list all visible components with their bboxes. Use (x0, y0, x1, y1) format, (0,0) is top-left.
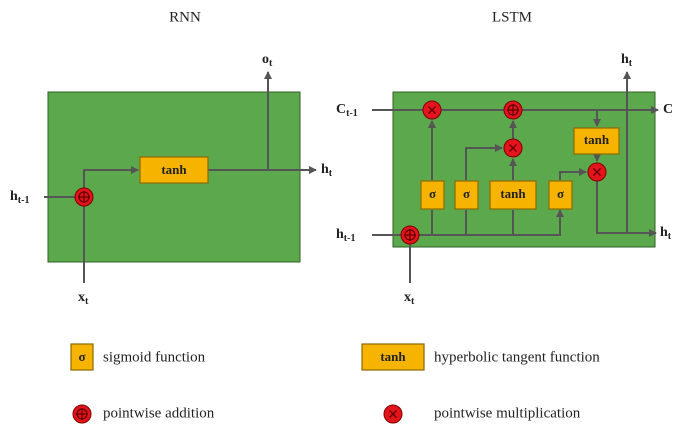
legend-multiplication-icon (383, 404, 403, 424)
lstm-cell-add (503, 100, 523, 120)
lstm-input-x: xt (404, 290, 415, 307)
cell-tanh: tanh (584, 132, 610, 147)
gate-label: σ (429, 186, 436, 201)
legend-addition-icon (72, 404, 92, 424)
lstm-input-c: Ct-1 (336, 102, 358, 119)
rnn-title: RNN (169, 9, 201, 25)
rnn-tanh-box (139, 156, 209, 184)
cell-tanh-box (573, 127, 620, 155)
gate-label: tanh (500, 186, 526, 201)
lstm-output-h-right: ht (660, 225, 672, 242)
gate-label: σ (463, 186, 470, 201)
rnn-wires (44, 71, 317, 283)
legend-tanh-text: hyperbolic tangent function (434, 349, 600, 365)
legend-sigmoid-symbol: σ (78, 349, 85, 364)
gate-label: σ (557, 186, 564, 201)
legend-tanh-symbol: tanh (380, 349, 406, 364)
lstm-output-h-top: ht (621, 52, 633, 69)
lstm-input-mul (503, 138, 523, 158)
rnn-addition (74, 187, 94, 207)
gate-box (548, 180, 573, 210)
lstm-wires (372, 71, 659, 283)
lstm-output-mul (587, 162, 607, 182)
gate-box (489, 180, 537, 210)
lstm-title: LSTM (492, 9, 532, 25)
lstm-forget-mul (422, 100, 442, 120)
gate-box (454, 180, 479, 210)
rnn-input-x: xt (78, 290, 89, 307)
legend-addition-text: pointwise addition (103, 405, 215, 421)
rnn-tanh: tanh (161, 162, 187, 177)
lstm-output-c: C (663, 102, 673, 117)
lstm-input-h: ht-1 (336, 227, 355, 244)
rnn-output-h: ht (321, 162, 333, 179)
gate-box (420, 180, 445, 210)
legend-sigmoid-box (70, 343, 94, 371)
lstm-input-add (400, 225, 420, 245)
rnn-input-h: ht-1 (10, 189, 29, 206)
rnn-output-o: ot (262, 52, 273, 69)
legend-sigmoid-text: sigmoid function (103, 349, 206, 365)
legend-multiplication-text: pointwise multiplication (434, 405, 581, 421)
legend-tanh-box (361, 343, 425, 371)
